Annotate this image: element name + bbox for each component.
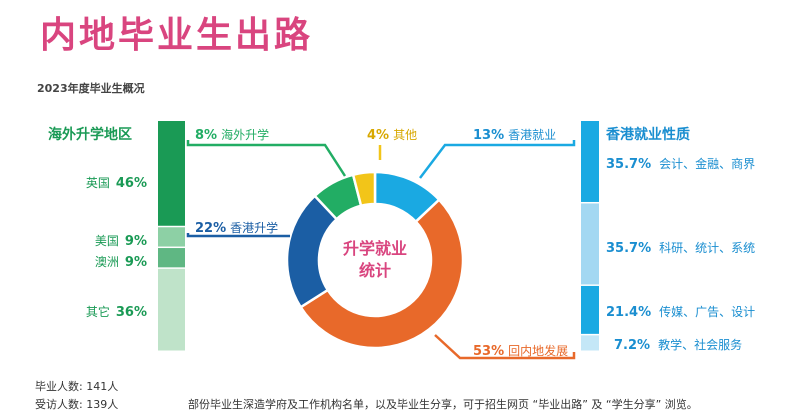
right-row-value: 21.4% (606, 305, 652, 320)
page-title: 内地毕业生出路 (40, 15, 314, 56)
right-bar-title: 香港就业性质 (606, 127, 690, 143)
slice-pct: 13% (473, 128, 505, 143)
hk-employment-bar (581, 121, 599, 351)
bar-segment (581, 203, 599, 285)
left-row-value: 36% (115, 305, 147, 320)
center-label-line2: 统计 (359, 261, 391, 280)
leader-line (434, 334, 576, 360)
bar-segment (581, 285, 599, 334)
bar-segment (158, 227, 185, 247)
donut-slice (351, 170, 377, 208)
slice-name: 海外升学 (221, 128, 270, 142)
right-row-label: 会计、金融、商界 (659, 157, 756, 171)
slice-label-hk-study: 22% 香港升学 (195, 219, 278, 236)
respondents-count: 受访人数: 139人 (35, 398, 119, 411)
left-row-other: 其它 36% (86, 303, 147, 320)
left-row-uk: 英国 46% (86, 174, 147, 191)
left-row-label: 美国 (94, 234, 119, 248)
bar-segment (158, 121, 185, 226)
center-label-line1: 升学就业 (343, 239, 407, 258)
leader-line (186, 233, 290, 238)
slice-pct: 8% (195, 128, 218, 143)
right-row-label: 传媒、广告、设计 (659, 305, 756, 319)
right-row-media: 21.4% 传媒、广告、设计 (606, 303, 755, 320)
right-row-value: 35.7% (606, 241, 652, 256)
bar-segment (158, 268, 185, 351)
slice-name: 香港就业 (508, 128, 557, 142)
page-subtitle: 2023年度毕业生概况 (37, 82, 145, 95)
slice-pct: 22% (195, 221, 227, 236)
overseas-region-bar (158, 121, 185, 351)
graduates-count: 毕业人数: 141人 (35, 380, 119, 393)
slice-pct: 4% (367, 128, 390, 143)
bar-segment (581, 121, 599, 202)
left-row-value: 9% (124, 255, 147, 270)
slice-name: 其他 (393, 128, 418, 142)
left-row-au: 澳洲 9% (95, 253, 147, 270)
right-row-label: 教学、社会服务 (658, 338, 743, 352)
right-row-value: 7.2% (614, 338, 651, 353)
bar-segment (581, 335, 599, 351)
slice-label-overseas: 8% 海外升学 (195, 126, 269, 143)
right-row-research: 35.7% 科研、统计、系统 (606, 239, 755, 256)
left-bar-title: 海外升学地区 (48, 127, 132, 143)
leader-lines (186, 140, 576, 360)
slice-name: 香港升学 (230, 221, 279, 235)
bar-segment (158, 248, 185, 268)
slice-label-mainland: 53% 回内地发展 (473, 342, 568, 359)
slice-pct: 53% (473, 344, 505, 359)
left-row-label: 英国 (85, 176, 110, 190)
left-row-value: 9% (124, 234, 147, 249)
right-row-label: 科研、统计、系统 (659, 241, 756, 255)
slice-label-hk-work: 13% 香港就业 (473, 126, 556, 143)
left-row-value: 46% (115, 176, 147, 191)
left-row-us: 美国 9% (95, 232, 147, 249)
slice-name: 回内地发展 (508, 344, 569, 358)
slice-label-other: 4% 其他 (367, 126, 417, 143)
left-row-label: 其它 (85, 305, 110, 319)
right-row-value: 35.7% (606, 157, 652, 172)
left-row-label: 澳洲 (94, 255, 119, 269)
right-row-teaching: 7.2% 教学、社会服务 (614, 336, 742, 353)
donut-chart (285, 170, 465, 350)
leader-line (186, 140, 347, 177)
footer-note: 部份毕业生深造学府及工作机构名单，以及毕业生分享，可于招生网页 “毕业出路” 及… (188, 398, 698, 411)
donut-hole (320, 205, 430, 315)
right-row-finance: 35.7% 会计、金融、商界 (606, 155, 755, 172)
leader-line (419, 140, 576, 179)
donut-slice (298, 197, 465, 350)
